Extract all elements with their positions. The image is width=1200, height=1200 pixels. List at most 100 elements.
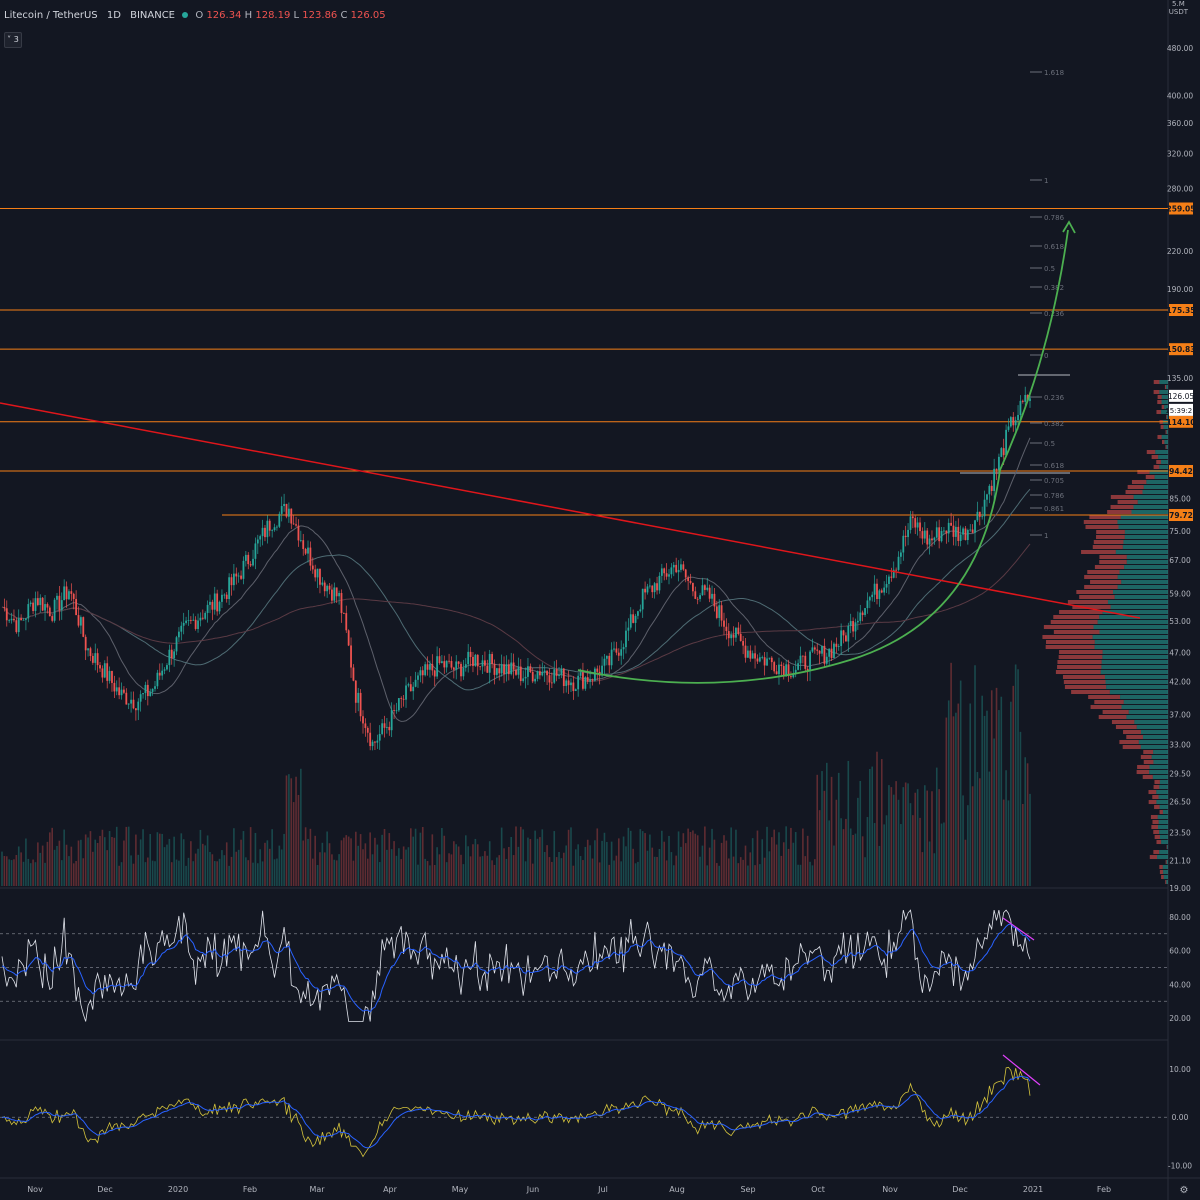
volume-bar <box>610 841 613 886</box>
candle-body <box>503 664 505 674</box>
volume-bar <box>756 830 759 886</box>
candle-body <box>943 530 945 532</box>
volume-bar <box>644 833 646 886</box>
volume-bar <box>77 840 80 886</box>
candle-body <box>299 540 302 541</box>
indicators-toggle-button[interactable]: ˅ 3 <box>4 32 22 48</box>
volume-profile-bar-up <box>1137 500 1168 504</box>
candle-body <box>154 686 156 689</box>
horizontal-levels[interactable] <box>0 208 1168 516</box>
volume-bar <box>338 854 340 886</box>
volume-bar <box>579 856 582 886</box>
volume-bar <box>53 849 56 886</box>
volume-profile-bar-up <box>1159 805 1168 809</box>
volume-bar <box>307 838 309 886</box>
volume-bar <box>720 842 723 886</box>
volume-profile-bar-down <box>1062 675 1105 679</box>
volume-bar <box>706 865 709 886</box>
volume-bar <box>577 844 579 886</box>
volume-bar <box>402 846 405 886</box>
candle-body <box>601 665 603 676</box>
candle-body <box>481 660 484 667</box>
volume-bar <box>596 828 599 886</box>
volume-bar <box>366 858 369 886</box>
volume-bar <box>481 856 484 886</box>
volume-bar <box>845 818 847 886</box>
candle-body <box>792 673 795 678</box>
volume-bar <box>861 836 864 886</box>
volume-bar <box>300 768 302 886</box>
volume-bar <box>185 865 187 886</box>
moving-average-line <box>1 543 1031 682</box>
volume-profile-bar-up <box>1093 625 1168 629</box>
volume-bar <box>692 830 694 886</box>
volume-bar <box>362 849 364 886</box>
candle-body <box>500 664 503 674</box>
candle-body <box>962 528 964 535</box>
volume-bar <box>161 833 163 886</box>
candle-body <box>302 540 305 549</box>
candle-body <box>947 522 950 534</box>
volume-bar <box>1007 800 1010 886</box>
candle-body <box>890 576 893 578</box>
time-tick-label: Feb <box>243 1185 257 1194</box>
candle-body <box>768 657 771 659</box>
volume-bar <box>782 842 785 886</box>
price-axis[interactable]: 480.00 400.00 360.00 320.00 280.00 220.00 190.… <box>1165 44 1196 893</box>
candle-body <box>668 574 670 577</box>
volume-bar <box>37 842 39 886</box>
candle-body <box>976 511 979 521</box>
volume-bar <box>601 840 603 886</box>
volume-profile-bar-down <box>1165 880 1167 884</box>
fib-level-label: 0.861 <box>1044 505 1064 513</box>
candle-body <box>400 698 403 699</box>
candle-body <box>680 564 682 570</box>
volume-bar <box>531 863 534 886</box>
volume-bar <box>75 861 77 886</box>
volume-profile-bar-down <box>1164 385 1167 389</box>
volume-bar <box>350 838 352 886</box>
volume-bar <box>560 858 563 886</box>
fib-level-label: 1.618 <box>1044 69 1064 77</box>
volume-bar <box>696 835 699 886</box>
volume-bar <box>467 846 469 886</box>
volume-profile-bar-up <box>1142 735 1168 739</box>
fibonacci-levels[interactable]: 1.618 1 0.786 0.618 0.5 0.382 0.236 0 0.236 0.382… <box>960 69 1070 540</box>
volume-bar <box>551 861 553 886</box>
volume-profile-bar-down <box>1159 865 1163 869</box>
candle-body <box>871 594 874 598</box>
candle-body <box>811 647 814 652</box>
candle-body <box>706 587 709 590</box>
volume-bar <box>921 852 924 886</box>
candle-body <box>455 661 458 670</box>
volume-profile-bar-down <box>1072 605 1111 609</box>
volume-profile-bar-up <box>1163 870 1168 874</box>
candle-body <box>900 552 902 557</box>
volume-bar <box>441 827 443 886</box>
volume-bar <box>486 855 489 886</box>
volume-bar <box>1014 664 1017 886</box>
volume-profile-bar-up <box>1163 875 1168 879</box>
interval[interactable]: 1D <box>106 10 121 21</box>
volume-bars <box>1 662 1031 886</box>
volume-bar <box>536 838 539 886</box>
volume-bar <box>393 841 395 886</box>
symbol-name[interactable]: Litecoin / TetherUS <box>4 10 98 21</box>
time-axis[interactable]: Nov Dec 2020 Feb Mar Apr May Jun Jul Aug Sep Oct Nov… <box>27 1185 1188 1196</box>
volume-profile-bar-down <box>1045 645 1095 649</box>
volume-profile-bar-down <box>1137 470 1150 474</box>
candle-body <box>637 611 639 616</box>
volume-profile-bar-down <box>1090 580 1122 584</box>
volume-bar <box>49 832 51 886</box>
volume-bar <box>245 857 247 886</box>
candle-body <box>429 664 431 670</box>
volume-profile-bar-down <box>1076 590 1114 594</box>
volume-bar <box>65 844 68 886</box>
price-level-badge <box>1169 202 1193 215</box>
candle-body <box>158 672 161 676</box>
volume-profile-bar-up <box>1133 505 1168 509</box>
drawings[interactable] <box>0 220 1141 684</box>
volume-bar <box>524 861 527 886</box>
volume-bar <box>1 851 3 886</box>
